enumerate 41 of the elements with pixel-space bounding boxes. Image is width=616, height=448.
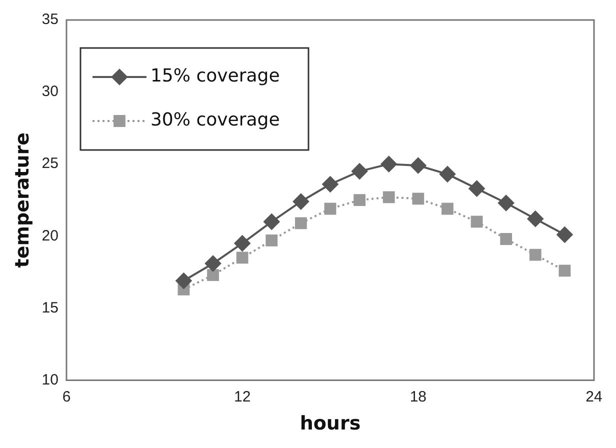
legend-label: 30% coverage bbox=[150, 110, 280, 131]
x-axis-title: hours bbox=[300, 412, 361, 435]
point bbox=[234, 235, 250, 252]
x-tick-label: 12 bbox=[234, 388, 251, 406]
point bbox=[266, 234, 278, 246]
point bbox=[205, 255, 222, 272]
y-tick-label: 35 bbox=[42, 11, 58, 28]
y-tick-label: 20 bbox=[42, 227, 58, 244]
y-tick-label: 30 bbox=[42, 83, 58, 100]
x-tick-label: 24 bbox=[586, 388, 602, 406]
point bbox=[264, 214, 280, 230]
point bbox=[527, 210, 544, 227]
y-tick-label: 25 bbox=[42, 155, 58, 172]
point bbox=[380, 156, 397, 172]
point bbox=[500, 233, 512, 245]
point bbox=[324, 202, 336, 215]
point bbox=[556, 226, 573, 243]
point bbox=[354, 194, 366, 206]
point bbox=[439, 166, 456, 182]
point bbox=[412, 192, 424, 205]
x-tick-label: 18 bbox=[410, 388, 427, 406]
point bbox=[207, 269, 219, 281]
point bbox=[236, 252, 248, 264]
point bbox=[498, 194, 514, 211]
y-tick-label: 10 bbox=[42, 371, 58, 388]
point bbox=[176, 272, 192, 289]
point bbox=[322, 176, 338, 192]
x-tick-label: 6 bbox=[62, 388, 71, 406]
point bbox=[529, 248, 542, 261]
point bbox=[382, 191, 395, 204]
point bbox=[292, 194, 309, 210]
point bbox=[294, 217, 307, 230]
y-axis-title: temperature bbox=[11, 132, 34, 268]
point bbox=[410, 158, 426, 174]
point bbox=[442, 202, 454, 215]
point bbox=[470, 216, 483, 228]
point bbox=[558, 264, 571, 277]
legend-label: 15% coverage bbox=[150, 66, 280, 87]
y-tick-label: 15 bbox=[42, 299, 58, 316]
point bbox=[468, 180, 485, 197]
point bbox=[352, 163, 368, 180]
